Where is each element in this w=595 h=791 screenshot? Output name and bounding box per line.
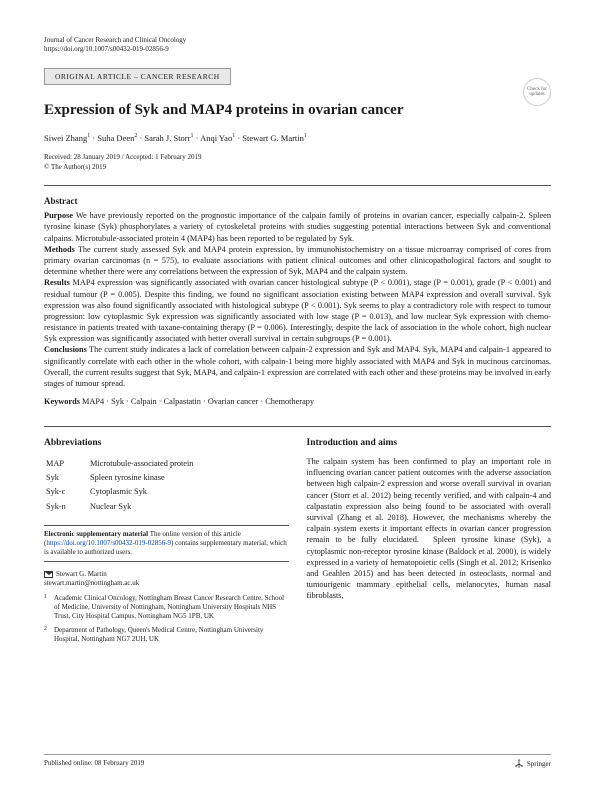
- abbrev-table: MAPMicrotubule-associated proteinSykSple…: [44, 456, 289, 515]
- check-updates-label: Check for updates: [524, 87, 550, 97]
- check-updates-badge[interactable]: Check for updates: [523, 78, 551, 106]
- abbrev-val: Spleen tyrosine kinase: [90, 472, 287, 484]
- purpose-text: We have previously reported on the progn…: [44, 211, 551, 242]
- abbrev-val: Cytoplasmic Syk: [90, 486, 287, 498]
- abstract-heading: Abstract: [44, 196, 551, 206]
- abbrev-row: Syk-nNuclear Syk: [46, 501, 287, 513]
- abbrev-key: Syk-n: [46, 501, 88, 513]
- results-text: MAP4 expression was significantly associ…: [44, 278, 551, 343]
- article-title: Expression of Syk and MAP4 proteins in o…: [44, 101, 551, 119]
- article-dates: Received: 28 January 2019 / Accepted: 1 …: [44, 153, 551, 161]
- supp-title: Electronic supplementary material: [44, 530, 148, 538]
- results-label: Results: [44, 278, 70, 287]
- keywords-label: Keywords: [44, 397, 80, 406]
- affiliation-2: 2Department of Pathology, Queen's Medica…: [44, 626, 289, 644]
- right-column: Introduction and aims The calpain system…: [307, 437, 552, 648]
- conclusions-label: Conclusions: [44, 345, 87, 354]
- doi-link[interactable]: https://doi.org/10.1007/s00432-019-02856…: [44, 45, 186, 54]
- abbrev-key: MAP: [46, 458, 88, 470]
- abbrev-heading: Abbreviations: [44, 437, 289, 450]
- publisher-name: Springer: [527, 760, 551, 768]
- corr-email[interactable]: stewart.martin@nottingham.ac.uk: [44, 579, 139, 587]
- intro-heading: Introduction and aims: [307, 437, 552, 450]
- supplementary-box: Electronic supplementary material The on…: [44, 525, 289, 562]
- abstract-block: Abstract Purpose We have previously repo…: [44, 185, 551, 427]
- abbrev-val: Nuclear Syk: [90, 501, 287, 513]
- purpose-label: Purpose: [44, 211, 73, 220]
- journal-name: Journal of Cancer Research and Clinical …: [44, 36, 186, 45]
- article-category-badge: ORIGINAL ARTICLE – CANCER RESEARCH: [44, 68, 231, 85]
- corr-name: Stewart G. Martin: [56, 570, 107, 578]
- published-date: Published online: 08 February 2019: [44, 759, 144, 769]
- keywords-text: MAP4 · Syk · Calpain · Calpastatin · Ova…: [80, 397, 314, 406]
- affil1-text: Academic Clinical Oncology, Nottingham B…: [54, 594, 289, 621]
- affiliation-1: 1Academic Clinical Oncology, Nottingham …: [44, 594, 289, 621]
- springer-icon: [514, 759, 524, 769]
- affil2-text: Department of Pathology, Queen's Medical…: [54, 626, 289, 644]
- abbrev-row: SykSpleen tyrosine kinase: [46, 472, 287, 484]
- corresponding-author: Stewart G. Martin stewart.martin@notting…: [44, 570, 289, 588]
- keywords-line: Keywords MAP4 · Syk · Calpain · Calpasta…: [44, 397, 551, 406]
- abbrev-key: Syk: [46, 472, 88, 484]
- supp-link[interactable]: https://doi.org/10.1007/s00432-019-02856…: [46, 539, 171, 547]
- page-header: Journal of Cancer Research and Clinical …: [44, 36, 551, 54]
- left-column: Abbreviations MAPMicrotubule-associated …: [44, 437, 289, 648]
- publisher-mark: Springer: [514, 759, 551, 769]
- abbrev-key: Syk-c: [46, 486, 88, 498]
- copyright-line: © The Author(s) 2019: [44, 163, 551, 171]
- author-list: Siwei Zhang1 · Suha Deen2 · Sarah J. Sto…: [44, 133, 551, 143]
- abstract-body: Purpose We have previously reported on t…: [44, 210, 551, 389]
- abbrev-row: MAPMicrotubule-associated protein: [46, 458, 287, 470]
- methods-text: The current study assessed Syk and MAP4 …: [44, 245, 551, 276]
- conclusions-text: The current study indicates a lack of co…: [44, 345, 551, 388]
- abbrev-val: Microtubule-associated protein: [90, 458, 287, 470]
- mail-icon: [44, 571, 53, 578]
- intro-text: The calpain system has been confirmed to…: [307, 456, 552, 601]
- abbrev-row: Syk-cCytoplasmic Syk: [46, 486, 287, 498]
- methods-label: Methods: [44, 245, 75, 254]
- page-footer: Published online: 08 February 2019 Sprin…: [44, 754, 551, 769]
